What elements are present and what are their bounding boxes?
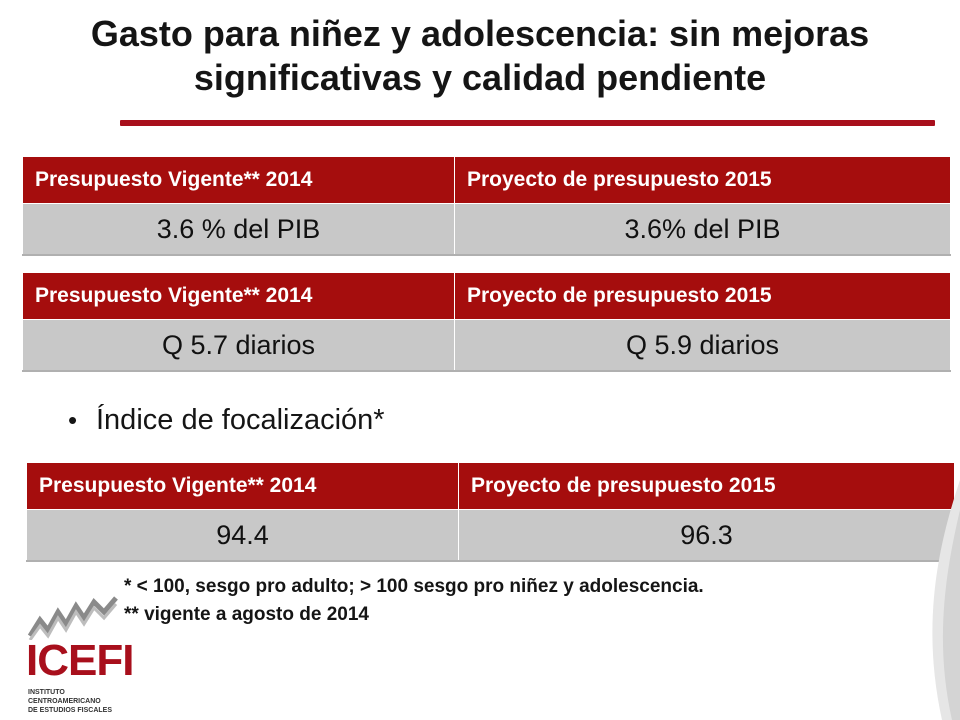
table-header-row: Presupuesto Vigente** 2014 Proyecto de p… [22,156,951,204]
table-focus-index: Presupuesto Vigente** 2014 Proyecto de p… [26,462,955,562]
bullet-dot-icon: • [68,405,78,435]
logo-subtitle: INSTITUTO CENTROAMERICANO DE ESTUDIOS FI… [28,688,136,715]
slide-title-line1: Gasto para niñez y adolescencia: sin mej… [90,13,870,54]
logo-subtitle-line1: INSTITUTO CENTROAMERICANO [28,689,101,705]
bullet-focus-index: • Índice de focalización* [68,404,385,437]
value-cell-2015: Q 5.9 diarios [454,319,951,372]
logo-subtitle-line2: DE ESTUDIOS FISCALES [28,707,113,714]
value-cell-2014: Q 5.7 diarios [22,319,455,372]
table-header-row: Presupuesto Vigente** 2014 Proyecto de p… [26,462,955,510]
table-header-row: Presupuesto Vigente** 2014 Proyecto de p… [22,272,951,320]
table-value-row: 94.4 96.3 [26,509,955,562]
icefi-logo: ICEFI INSTITUTO CENTROAMERICANO DE ESTUD… [26,596,136,716]
logo-wordmark: ICEFI [26,636,134,685]
value-cell-2014: 94.4 [26,509,459,562]
table-daily-spend: Presupuesto Vigente** 2014 Proyecto de p… [22,272,951,372]
bullet-text: Índice de focalización* [96,404,385,436]
slide-title: Gasto para niñez y adolescencia: sin mej… [0,12,960,100]
table-value-row: 3.6 % del PIB 3.6% del PIB [22,203,951,256]
header-cell-2014: Presupuesto Vigente** 2014 [22,272,455,320]
table-gdp-share: Presupuesto Vigente** 2014 Proyecto de p… [22,156,951,256]
header-cell-2015: Proyecto de presupuesto 2015 [454,156,951,204]
corner-swoosh-decoration [932,480,960,720]
footnotes: * < 100, sesgo pro adulto; > 100 sesgo p… [124,573,704,629]
header-cell-2014: Presupuesto Vigente** 2014 [26,462,459,510]
header-cell-2014: Presupuesto Vigente** 2014 [22,156,455,204]
slide-title-line2: significativas y calidad pendiente [193,57,767,98]
footnote-2: ** vigente a agosto de 2014 [124,604,369,625]
header-cell-2015: Proyecto de presupuesto 2015 [458,462,955,510]
header-cell-2015: Proyecto de presupuesto 2015 [454,272,951,320]
table-value-row: Q 5.7 diarios Q 5.9 diarios [22,319,951,372]
title-underline [120,120,935,126]
logo-zigzag-icon [27,596,118,641]
footnote-1: * < 100, sesgo pro adulto; > 100 sesgo p… [124,576,704,597]
value-cell-2015: 3.6% del PIB [454,203,951,256]
value-cell-2014: 3.6 % del PIB [22,203,455,256]
